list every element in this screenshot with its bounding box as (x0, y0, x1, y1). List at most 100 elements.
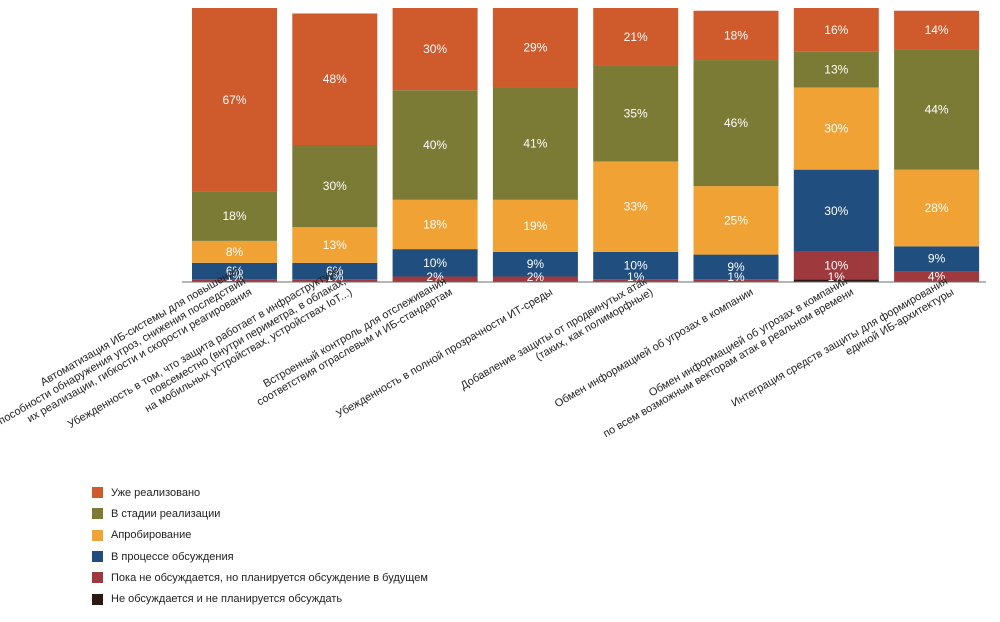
data-label: 30% (423, 42, 447, 56)
bar-segment (793, 87, 879, 170)
bar-segment (292, 145, 378, 228)
data-label: 16% (824, 23, 848, 37)
data-label: 9% (928, 252, 946, 266)
bar-segment (693, 60, 779, 187)
bars-layer: 1%6%8%18%67%1%6%13%30%48%2%10%18%40%30%2… (192, 8, 980, 284)
legend-item: Апробирование (92, 525, 428, 546)
legend-label: Не обсуждается и не планируется обсуждат… (111, 593, 343, 606)
bar-segment (894, 169, 980, 247)
bar-segment (392, 8, 478, 91)
bar-segment (693, 10, 779, 61)
bar-segment (593, 279, 679, 282)
data-label: 9% (527, 257, 545, 271)
legend-label: Апробирование (111, 529, 192, 542)
bar-segment (593, 251, 679, 280)
data-label: 21% (624, 30, 648, 44)
data-label: 1% (326, 270, 344, 284)
legend-item: Уже реализовано (92, 482, 428, 503)
bar-segment (593, 65, 679, 162)
category-labels-layer: Автоматизация ИБ-системы для повышениясп… (0, 265, 956, 441)
legend-label: Пока не обсуждается, но планируется обсу… (111, 571, 428, 584)
data-label: 19% (523, 219, 547, 233)
bar-segment (793, 8, 879, 52)
bar-segment (292, 279, 378, 282)
data-label: 29% (523, 41, 547, 55)
legend-swatch (92, 508, 103, 520)
legend-item: В процессе обсуждения (92, 546, 428, 567)
stacked-bar-chart: 1%6%8%18%67%1%6%13%30%48%2%10%18%40%30%2… (0, 8, 986, 441)
bar-segment (192, 191, 277, 241)
data-label: 33% (624, 200, 648, 214)
data-label: 18% (423, 217, 447, 231)
data-label: 14% (925, 23, 949, 37)
legend-swatch (92, 593, 103, 605)
bar-segment (392, 276, 478, 282)
bar-segment (894, 10, 980, 50)
bar-stack: 1%10% 33% 35% 21% (593, 8, 679, 284)
data-label: 13% (323, 238, 347, 252)
legend-swatch (92, 529, 103, 541)
bar-segment (593, 8, 679, 66)
data-label: 6% (226, 264, 244, 278)
legend-item: В стадии реализации (92, 503, 428, 524)
bar-segment (192, 262, 277, 280)
legend-swatch (92, 572, 103, 584)
bar-stack: 1%6% 8% 18% 67% (192, 8, 277, 284)
data-label: 40% (423, 138, 447, 152)
legend-item: Не обсуждается и не планируется обсуждат… (92, 588, 428, 609)
data-label: 35% (624, 106, 648, 120)
legend-label: В стадии реализации (111, 507, 221, 520)
bar-segment (192, 279, 277, 282)
bar-segment (492, 87, 578, 200)
bar-stack: 2%9% 19% 41% 29% (492, 8, 578, 284)
bar-stack: 1%10% 30% 30% 13% 16% (793, 8, 879, 284)
legend-swatch (92, 551, 103, 563)
data-label: 44% (925, 102, 949, 116)
data-label: 1% (226, 270, 244, 284)
bar-segment (392, 249, 478, 277)
data-label: 30% (824, 122, 848, 136)
data-label: 28% (925, 201, 949, 215)
bar-segment (392, 90, 478, 200)
bar-segment (292, 262, 378, 280)
data-label: 6% (326, 264, 344, 278)
bar-segment (192, 240, 277, 263)
legend: Уже реализовано В стадии реализации Апроби… (92, 482, 428, 610)
data-label: 30% (824, 204, 848, 218)
data-label: 8% (226, 245, 244, 259)
bar-segment (492, 276, 578, 282)
data-label: 10% (824, 259, 848, 273)
bar-segment (492, 8, 578, 88)
bar-stack: 1%9% 25% 46% 18% (693, 10, 779, 284)
bar-segment (793, 51, 879, 88)
bar-segment (693, 279, 779, 282)
data-label: 1% (727, 270, 745, 284)
legend-label: В процессе обсуждения (111, 550, 234, 563)
data-label: 13% (824, 63, 848, 77)
bar-segment (392, 199, 478, 250)
data-label: 41% (523, 137, 547, 151)
bar-segment (693, 186, 779, 255)
data-label: 2% (426, 270, 444, 284)
data-label: 46% (724, 116, 748, 130)
bar-segment (593, 161, 679, 252)
bar-segment (894, 271, 980, 282)
bar-segment (793, 279, 879, 282)
data-label: 9% (727, 260, 745, 274)
data-label: 10% (423, 256, 447, 270)
data-label: 25% (724, 213, 748, 227)
data-label: 4% (928, 270, 946, 284)
bar-segment (793, 251, 879, 280)
bar-stack: 4% 9% 28% 44% 14% (894, 10, 980, 284)
data-label: 2% (527, 270, 545, 284)
bar-segment (693, 254, 779, 280)
data-label: 18% (222, 209, 246, 223)
bar-segment (793, 169, 879, 252)
legend-label: Уже реализовано (111, 486, 201, 499)
data-label: 30% (323, 179, 347, 193)
data-label: 10% (624, 259, 648, 273)
data-label: 1% (627, 270, 645, 284)
data-label: 48% (323, 72, 347, 86)
bar-segment (894, 246, 980, 272)
bar-segment (894, 49, 980, 170)
